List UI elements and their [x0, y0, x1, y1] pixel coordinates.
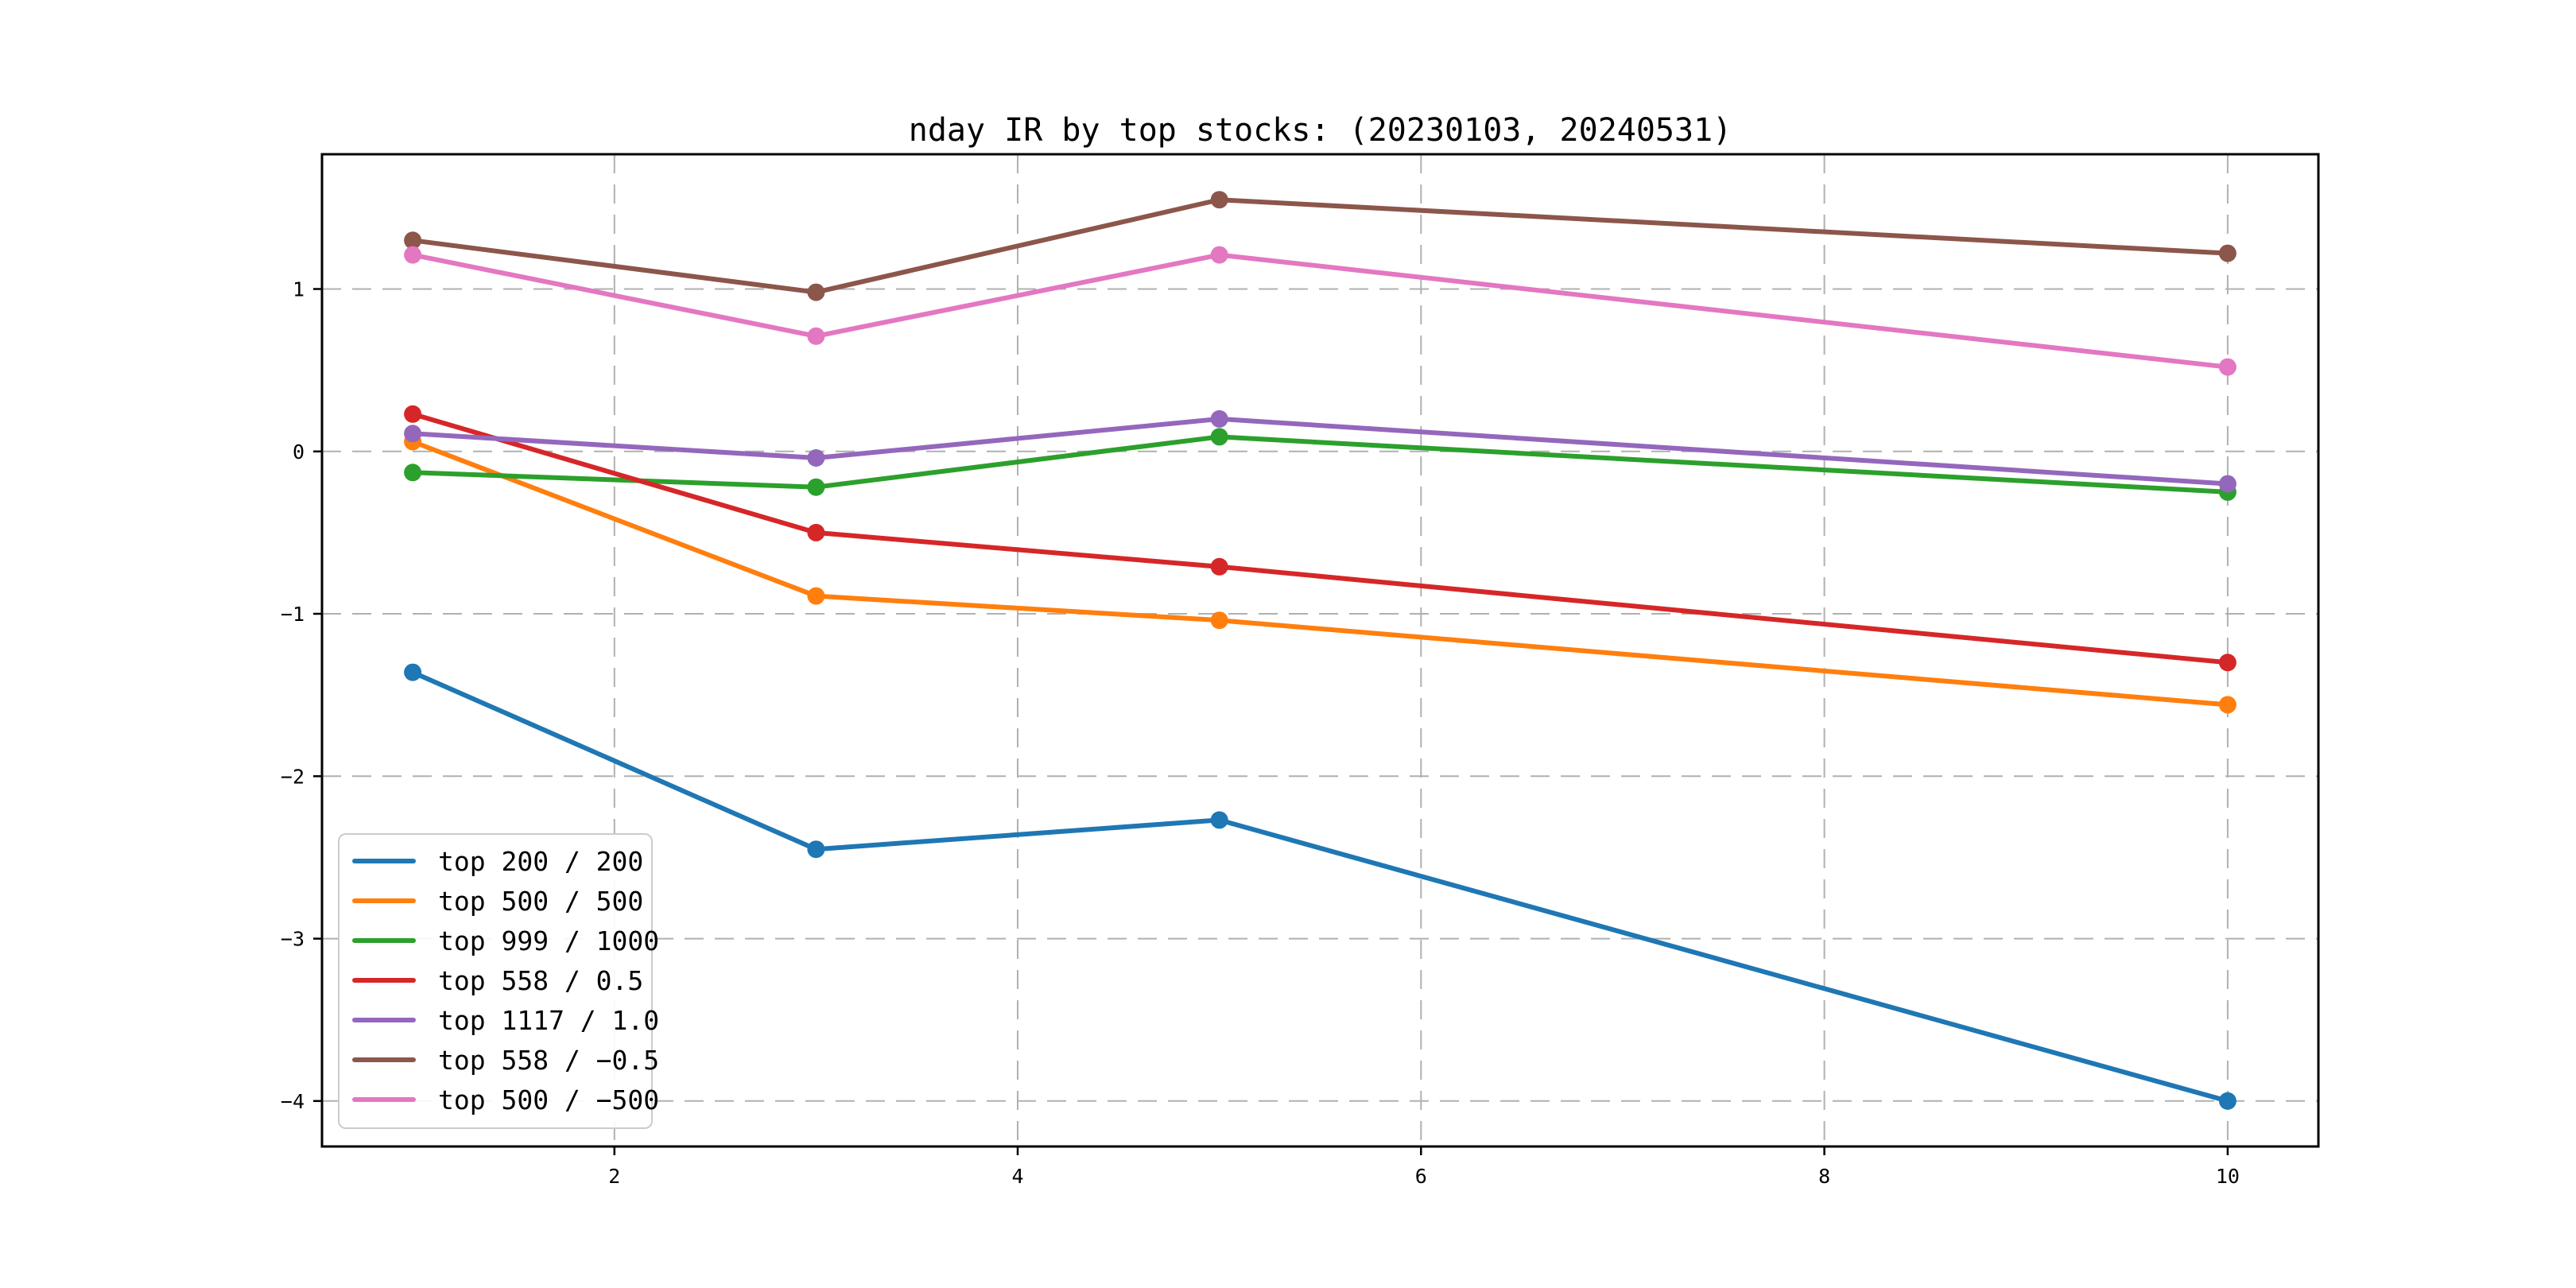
series-line-6: [410, 252, 2230, 370]
y-tick-label: −3: [281, 928, 305, 951]
y-tick-label: −2: [281, 765, 305, 788]
series-marker: [1210, 811, 1228, 829]
legend-line-swatch: [352, 1057, 416, 1062]
legend-item-label: top 200 / 200: [438, 845, 644, 877]
legend-line-swatch: [352, 898, 416, 903]
legend-item: top 558 / −0.5: [352, 1040, 659, 1080]
series-line-0: [410, 669, 2230, 1104]
legend-item: top 999 / 1000: [352, 921, 659, 960]
series-marker: [2218, 358, 2237, 376]
x-tick-label: 2: [608, 1165, 620, 1188]
y-tick-label: −1: [281, 603, 305, 626]
legend-item-label: top 558 / 0.5: [438, 964, 644, 996]
series-marker: [404, 464, 422, 482]
plot-background: [322, 154, 2318, 1146]
series-marker: [807, 327, 825, 345]
series-marker: [1210, 409, 1228, 428]
x-tick-label: 4: [1011, 1165, 1023, 1188]
series-line-5: [410, 197, 2230, 295]
series-line-3: [410, 411, 2230, 665]
legend-item-label: top 500 / 500: [438, 885, 644, 917]
series-marker: [404, 405, 422, 423]
series-marker: [1210, 191, 1228, 209]
chart-title: nday IR by top stocks: (20230103, 202405…: [908, 112, 1732, 149]
series-line-1: [410, 439, 2230, 708]
series-marker: [807, 283, 825, 301]
x-tick-label: 8: [1818, 1165, 1830, 1188]
series-marker: [2218, 654, 2237, 672]
x-tick-label: 6: [1415, 1165, 1427, 1188]
series-marker: [2218, 244, 2237, 262]
legend-item: top 500 / −500: [352, 1080, 659, 1119]
series-marker: [807, 587, 825, 605]
series-line-4: [410, 416, 2230, 487]
series-marker: [404, 231, 422, 250]
legend-line-swatch: [352, 938, 416, 943]
series-line-2: [410, 434, 2230, 495]
series-marker: [807, 840, 825, 859]
series-marker: [1210, 611, 1228, 630]
legend-item: top 200 / 200: [352, 841, 643, 881]
series-marker: [807, 478, 825, 496]
series-marker: [404, 246, 422, 264]
legend-line-swatch: [352, 1097, 416, 1102]
legend-item-label: top 500 / −500: [438, 1084, 660, 1115]
series-marker: [1210, 428, 1228, 446]
legend-item: top 558 / 0.5: [352, 960, 643, 1000]
legend-item-label: top 999 / 1000: [438, 925, 660, 956]
series-marker: [1210, 246, 1228, 264]
legend-line-swatch: [352, 978, 416, 983]
x-tick-label: 10: [2216, 1165, 2240, 1188]
series-marker: [807, 523, 825, 541]
legend-item-label: top 558 / −0.5: [438, 1044, 660, 1076]
legend-item: top 500 / 500: [352, 881, 643, 921]
series-marker: [404, 425, 422, 443]
series-marker: [1210, 557, 1228, 576]
legend-line-swatch: [352, 1018, 416, 1022]
series-marker: [807, 449, 825, 467]
y-tick-label: −4: [281, 1090, 305, 1113]
legend-item-label: top 1117 / 1.0: [438, 1004, 660, 1036]
series-marker: [2218, 1092, 2237, 1110]
legend: top 200 / 200 top 500 / 500 top 999 / 1000…: [338, 833, 659, 1129]
legend-item: top 1117 / 1.0: [352, 1000, 659, 1040]
y-tick-label: 1: [293, 278, 305, 301]
series-marker: [404, 663, 422, 681]
axes-spines: [320, 153, 2320, 1148]
legend-line-swatch: [352, 859, 416, 863]
series-marker: [2218, 475, 2237, 493]
y-tick-label: 0: [293, 440, 305, 464]
series-marker: [2218, 696, 2237, 714]
